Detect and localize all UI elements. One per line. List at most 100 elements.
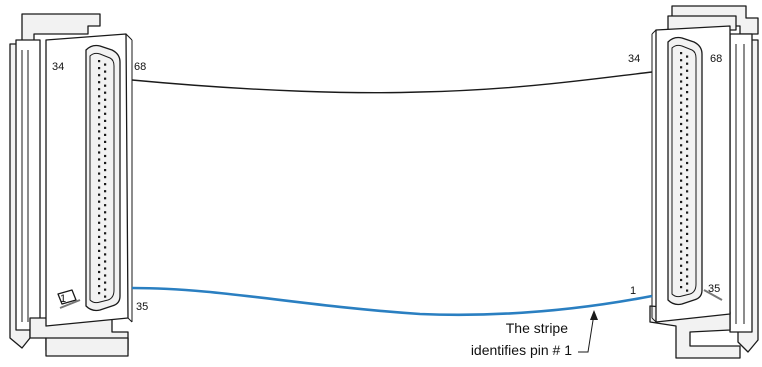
pin-contact bbox=[98, 74, 101, 77]
pin-contact bbox=[686, 112, 689, 115]
pin-contact bbox=[104, 225, 107, 228]
pin-contact bbox=[104, 295, 107, 298]
left-label-35: 35 bbox=[136, 301, 148, 313]
pin-contact bbox=[104, 288, 107, 291]
pin-contact bbox=[104, 246, 107, 249]
pin-contact bbox=[680, 243, 683, 246]
pin-contact bbox=[104, 147, 107, 151]
pin-contact bbox=[680, 52, 683, 55]
pin-contact bbox=[98, 186, 101, 189]
callout-leader-line bbox=[578, 313, 595, 353]
ribbon-cable bbox=[131, 71, 653, 317]
pin-contact bbox=[98, 292, 101, 295]
pin-contact bbox=[686, 289, 689, 292]
pin-contact bbox=[98, 228, 101, 231]
pin-contact bbox=[104, 281, 107, 284]
cable-top-edge bbox=[131, 71, 653, 94]
pin-contact bbox=[98, 123, 101, 126]
pin-contact bbox=[680, 165, 683, 168]
pin-contact bbox=[686, 197, 689, 200]
pin-contact bbox=[104, 274, 107, 277]
pin-contact bbox=[104, 260, 107, 263]
pin-contact bbox=[680, 151, 683, 154]
right-label-68: 68 bbox=[710, 53, 722, 65]
pin-contact bbox=[686, 190, 689, 193]
callout-arrowhead bbox=[590, 310, 598, 320]
pin-contact bbox=[686, 225, 689, 228]
right-label-1: 1 bbox=[630, 285, 636, 297]
pin-contact bbox=[686, 261, 689, 264]
pin-contact bbox=[98, 179, 101, 182]
pin-contact bbox=[98, 221, 101, 224]
pin-contact bbox=[686, 247, 689, 250]
pin-contact bbox=[686, 275, 689, 278]
pin-contact bbox=[686, 176, 689, 179]
pin-contact bbox=[98, 151, 101, 154]
pin-contact bbox=[680, 215, 683, 218]
pin-contact bbox=[680, 137, 683, 140]
stripe-callout: The stripe identifies pin # 1 bbox=[471, 310, 598, 358]
pin-contact bbox=[680, 59, 683, 62]
pin-contact bbox=[98, 242, 101, 245]
pin-contact bbox=[686, 147, 689, 150]
pin-contact bbox=[98, 172, 101, 175]
pin-contact bbox=[680, 264, 683, 267]
left-label-1: 1 bbox=[60, 293, 66, 305]
pin-contact bbox=[686, 62, 689, 65]
pin-contact bbox=[104, 70, 107, 73]
callout-line-2: identifies pin # 1 bbox=[471, 342, 572, 358]
pin-contact bbox=[98, 249, 101, 252]
pin-contact bbox=[686, 239, 689, 243]
pin-contact bbox=[686, 69, 689, 72]
pin-contact bbox=[98, 130, 101, 133]
pin-contact bbox=[680, 158, 683, 161]
pin-contact bbox=[98, 81, 101, 84]
pin-contact bbox=[680, 236, 683, 239]
pin-contact bbox=[104, 169, 107, 172]
left-label-68: 68 bbox=[134, 61, 146, 73]
pin-contact bbox=[104, 197, 107, 200]
left-connector: 34 68 1 35 bbox=[9, 13, 148, 357]
pin-contact bbox=[686, 218, 689, 221]
pin-contact bbox=[680, 186, 683, 189]
pin-contact bbox=[98, 67, 101, 70]
pin-contact bbox=[98, 256, 101, 259]
pin-contact bbox=[104, 105, 107, 108]
pin-contact bbox=[104, 119, 107, 122]
pin-contact bbox=[104, 190, 107, 193]
pin-contact bbox=[680, 94, 683, 97]
pin-contact bbox=[680, 172, 683, 175]
pin-contact bbox=[686, 154, 689, 157]
pin-contact bbox=[680, 101, 683, 104]
pin-contact bbox=[680, 73, 683, 76]
pin-contact bbox=[686, 232, 689, 235]
pin-contact bbox=[98, 88, 101, 91]
pin-contact bbox=[98, 235, 101, 238]
pin-contact bbox=[104, 161, 107, 165]
left-label-34: 34 bbox=[52, 61, 64, 73]
pin-contact bbox=[686, 211, 689, 214]
pin-contact bbox=[680, 122, 683, 126]
pin-contact bbox=[98, 214, 101, 217]
pin-contact bbox=[98, 270, 101, 274]
pin-contact bbox=[98, 158, 101, 161]
pin-contact bbox=[104, 77, 107, 80]
pin-contact bbox=[680, 66, 683, 69]
pin-contact bbox=[680, 130, 683, 133]
pin-contact bbox=[98, 277, 101, 281]
pin-contact bbox=[104, 133, 107, 136]
right-label-35: 35 bbox=[708, 283, 720, 295]
pin-contact bbox=[680, 257, 683, 260]
pin-contact bbox=[680, 286, 683, 289]
pin-contact bbox=[680, 193, 683, 196]
pin-contact bbox=[104, 63, 107, 66]
pin-contact bbox=[104, 98, 107, 101]
left-pin-array bbox=[98, 60, 107, 298]
pin-contact bbox=[104, 140, 107, 143]
pin-contact bbox=[98, 137, 101, 140]
pin-contact bbox=[104, 176, 107, 179]
pin-contact bbox=[98, 116, 101, 119]
pin-contact bbox=[680, 250, 683, 253]
pin-contact bbox=[680, 200, 683, 204]
